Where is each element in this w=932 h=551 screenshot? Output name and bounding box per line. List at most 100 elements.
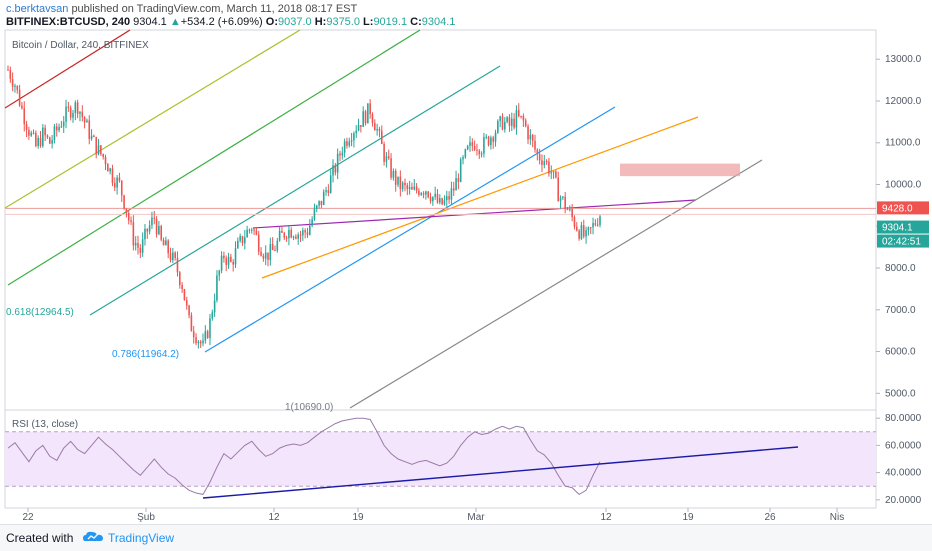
candle-body xyxy=(376,129,378,131)
candle-body xyxy=(44,127,46,136)
candle-body xyxy=(113,183,116,188)
candle-body xyxy=(571,209,573,218)
candle-body xyxy=(104,156,107,165)
candle-body xyxy=(137,242,139,248)
candle-body xyxy=(58,126,60,131)
close-label: C: xyxy=(410,16,422,28)
candle-body xyxy=(599,216,601,225)
candle-body xyxy=(304,230,306,233)
rsi-tick-label: 20.0000 xyxy=(885,495,922,506)
candle-body xyxy=(239,236,241,241)
low-label: L: xyxy=(363,16,374,28)
candle-body xyxy=(274,250,276,252)
candle-body xyxy=(397,176,399,185)
footer: Created with TradingView xyxy=(0,524,932,551)
candle-body xyxy=(7,69,9,71)
candle-body xyxy=(587,227,590,231)
candle-body xyxy=(158,226,160,235)
candle-body xyxy=(55,126,58,131)
candle-body xyxy=(176,258,179,273)
candle-body xyxy=(522,116,525,121)
candle-body xyxy=(23,108,26,125)
candle-body xyxy=(148,225,151,232)
candle-body xyxy=(469,142,471,146)
candle-body xyxy=(69,107,72,118)
candle-body xyxy=(371,114,374,123)
candle-body xyxy=(199,341,202,344)
candle-body xyxy=(21,105,23,109)
candle-body xyxy=(93,135,95,137)
chart-area[interactable]: 0.618(12964.5) 0.786(11964.2) 1(10690.0) 1… xyxy=(0,0,932,524)
candle-body xyxy=(531,134,534,141)
price-tick-label: 7000.0 xyxy=(885,305,916,316)
candle-body xyxy=(313,208,316,220)
price-tag-label: 9428.0 xyxy=(882,203,913,214)
candle-body xyxy=(582,225,585,237)
candle-body xyxy=(387,156,390,159)
candle-body xyxy=(418,190,420,195)
time-tick-label: 12 xyxy=(600,512,612,523)
candle-body xyxy=(28,129,30,136)
candle-body xyxy=(151,217,153,226)
candle-body xyxy=(299,234,302,236)
author-link[interactable]: c.berktavsan xyxy=(6,3,69,15)
gray-trendline xyxy=(349,159,763,409)
candle-body xyxy=(97,145,100,155)
candle-body xyxy=(585,230,587,237)
candle-body xyxy=(504,121,506,130)
candle-body xyxy=(285,237,288,239)
candle-body xyxy=(95,136,98,155)
candle-body xyxy=(559,197,562,202)
candle-body xyxy=(188,305,190,316)
candle-body xyxy=(241,236,244,244)
candle-body xyxy=(434,193,436,197)
candle-body xyxy=(450,188,453,200)
candle-body xyxy=(401,182,404,190)
candle-body xyxy=(127,212,130,221)
candle-body xyxy=(346,141,348,146)
price-tick-label: 10000.0 xyxy=(885,180,922,191)
candle-body xyxy=(144,228,146,240)
candle-body xyxy=(541,160,543,166)
candle-body xyxy=(218,270,221,276)
time-tick-label: Nis xyxy=(830,512,844,523)
candle-body xyxy=(548,161,550,174)
candle-body xyxy=(464,149,467,158)
ohlc-header: BITFINEX:BTCUSD, 240 9304.1 ▲+534.2 (+6.… xyxy=(6,16,455,28)
candle-body xyxy=(473,146,476,150)
candle-body xyxy=(102,153,104,157)
orange-trendline xyxy=(261,116,699,279)
candle-body xyxy=(555,171,557,178)
candle-body xyxy=(480,153,483,155)
created-with-label: Created with xyxy=(6,531,74,545)
candle-body xyxy=(237,240,239,249)
candle-body xyxy=(436,193,439,203)
candle-body xyxy=(357,125,360,131)
candle-body xyxy=(42,127,44,146)
candle-body xyxy=(485,136,488,138)
candle-body xyxy=(25,124,28,130)
price-pane[interactable] xyxy=(4,29,877,411)
candle-body xyxy=(427,191,430,198)
candle-body xyxy=(86,120,88,123)
candle-body xyxy=(524,120,527,127)
candle-body xyxy=(441,198,443,205)
candle-body xyxy=(497,120,499,133)
candle-body xyxy=(341,152,344,156)
candle-body xyxy=(457,178,460,182)
chart-title: Bitcoin / Dollar, 240, BITFINEX xyxy=(12,40,149,51)
candle-body xyxy=(190,315,193,332)
candle-body xyxy=(155,218,158,235)
blue-channel-line xyxy=(204,106,616,353)
candle-body xyxy=(596,224,599,226)
candle-body xyxy=(220,255,223,271)
candle-body xyxy=(353,133,355,141)
candle-body xyxy=(550,172,553,174)
candle-body xyxy=(422,193,425,195)
price-tag xyxy=(877,234,929,248)
candle-body xyxy=(589,227,592,229)
candle-body xyxy=(445,196,448,201)
candle-body xyxy=(406,185,409,189)
tradingview-brand-link[interactable]: TradingView xyxy=(108,531,175,545)
candle-body xyxy=(462,157,464,160)
